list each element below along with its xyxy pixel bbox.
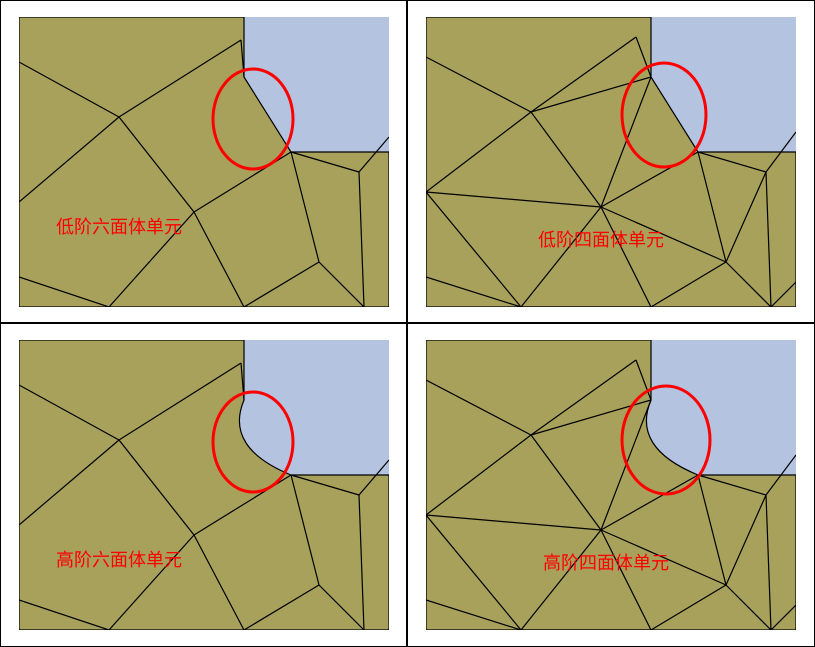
mesh-svg-bottom-right — [426, 340, 796, 630]
panel-bottom-left: 高阶六面体单元 — [0, 323, 407, 647]
mesh-svg-bottom-left — [19, 340, 389, 630]
panel-top-right: 低阶四面体单元 — [407, 0, 815, 323]
comparison-grid: 低阶六面体单元 低阶四面体单元 高阶六面体单元 高阶四面体单元 — [0, 0, 815, 647]
panel-top-left: 低阶六面体单元 — [0, 0, 407, 323]
mesh-svg-top-left — [19, 17, 389, 307]
panel-bottom-right: 高阶四面体单元 — [407, 323, 815, 647]
mesh-svg-top-right — [426, 17, 796, 307]
